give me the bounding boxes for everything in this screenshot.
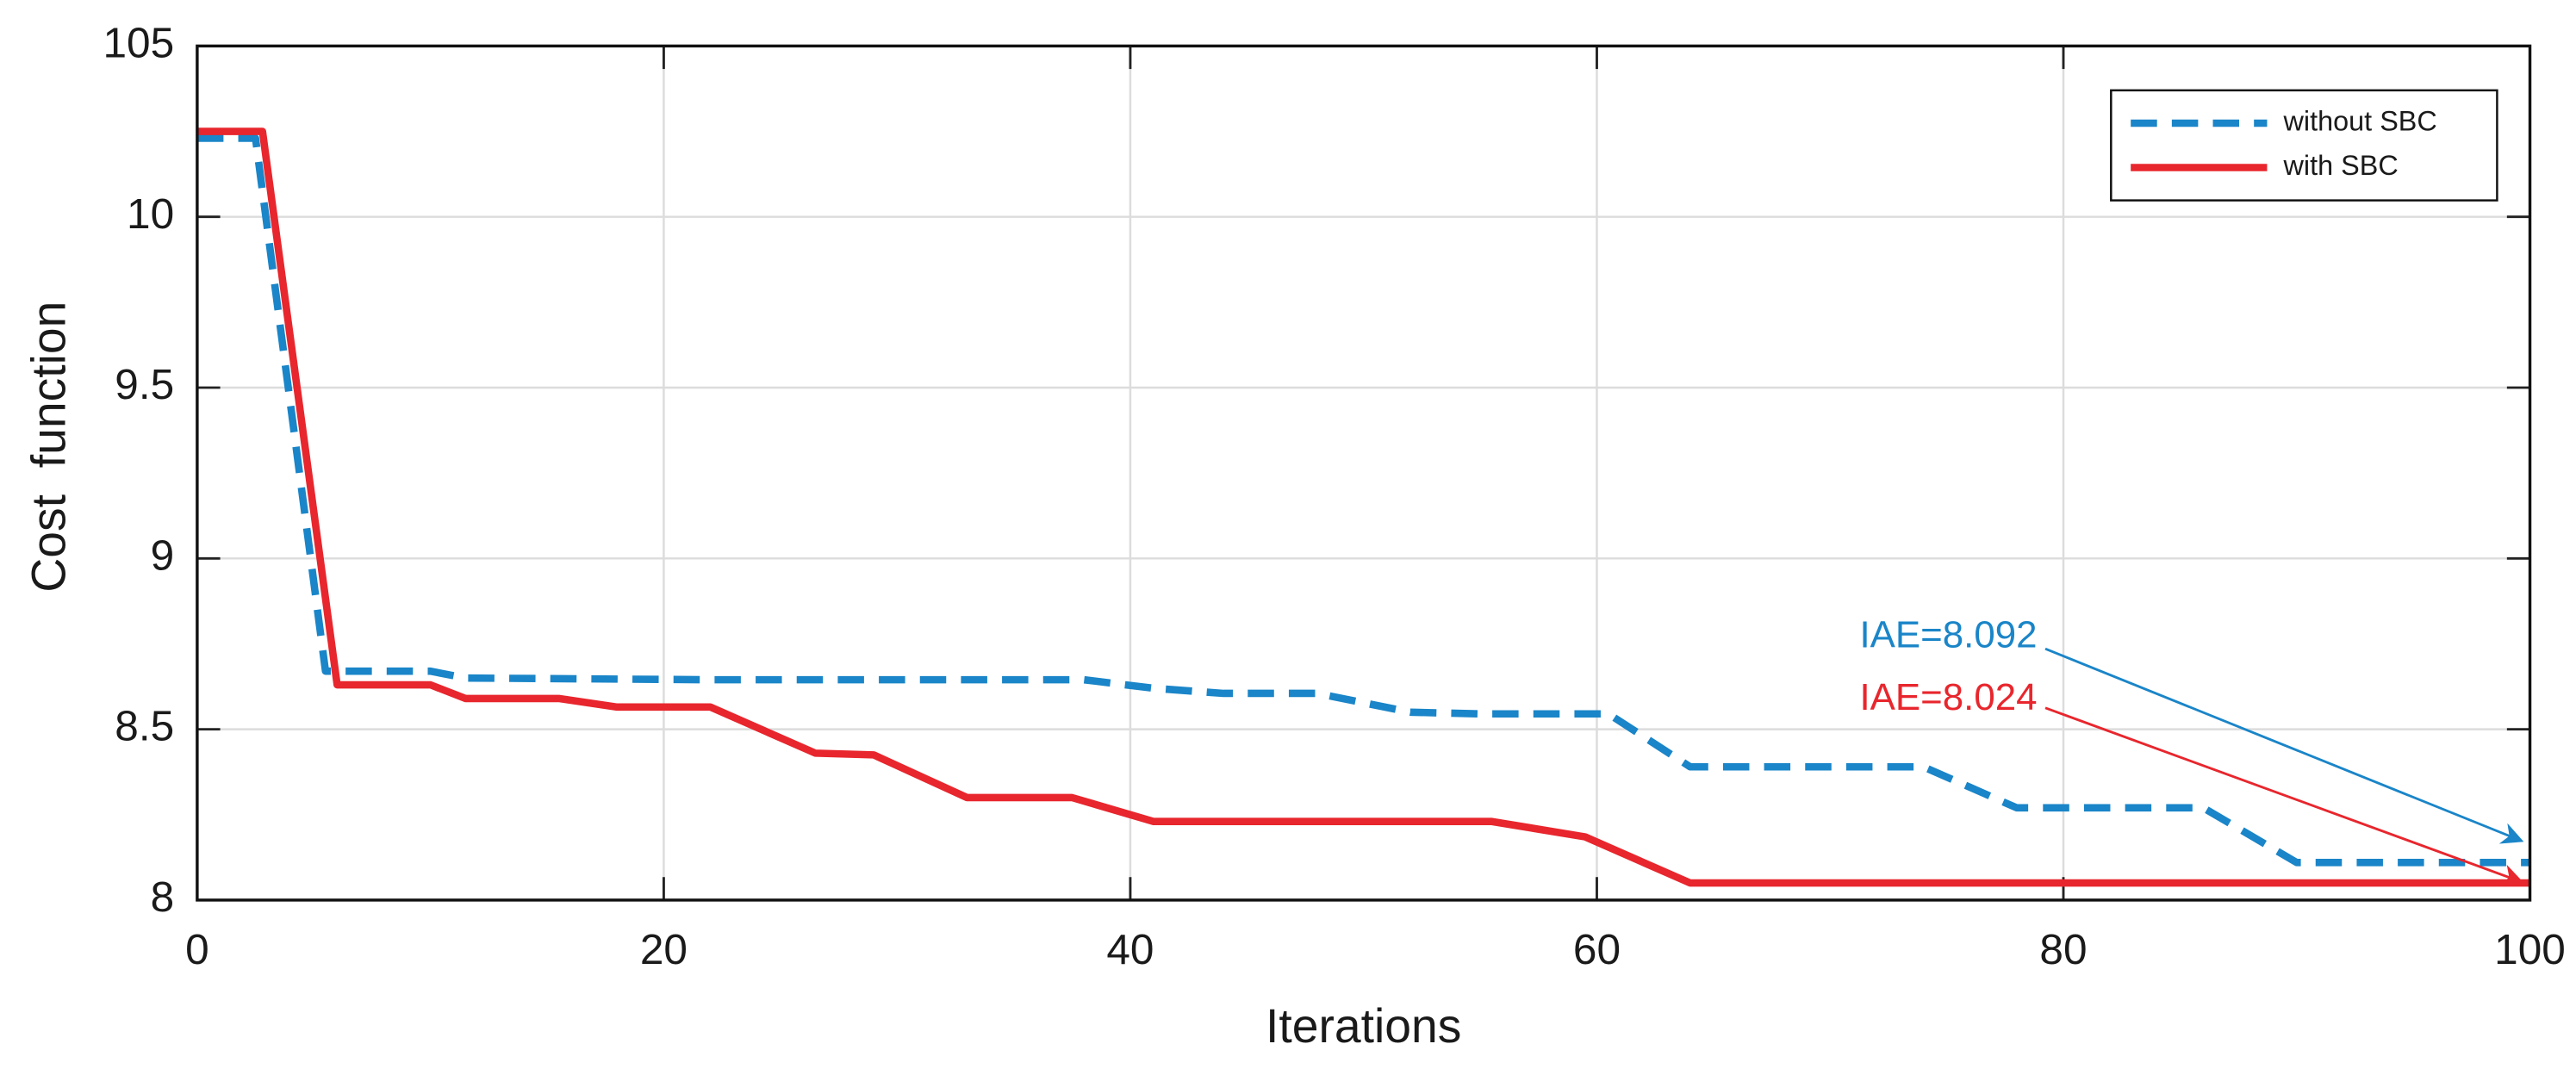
x-tick-label: 20: [640, 925, 688, 973]
x-tick-label: 80: [2039, 925, 2087, 973]
x-axis-label: Iterations: [1266, 999, 1461, 1053]
x-tick-label: 60: [1573, 925, 1621, 973]
annotation-arrow: [2044, 706, 2524, 886]
y-tick-label: 105: [103, 18, 174, 66]
y-axis-label: Cost function: [22, 301, 76, 593]
x-tick-label: 40: [1106, 925, 1154, 973]
x-tick-label: 100: [2494, 925, 2566, 973]
legend-label: with SBC: [2283, 150, 2399, 181]
y-tick-label: 8: [151, 873, 175, 921]
legend-box: [2110, 89, 2498, 202]
series-line: [196, 134, 2530, 867]
legend: without SBC with SBC: [2110, 89, 2498, 202]
series-line: [196, 127, 2530, 887]
legend-label: without SBC: [2283, 106, 2437, 137]
y-tick-label: 10: [127, 190, 174, 238]
y-tick-label: 8.5: [115, 702, 174, 750]
annotation-text: IAE=8.024: [1860, 676, 2038, 718]
y-tick-label: 9: [151, 531, 175, 579]
axes-box: [196, 44, 2532, 902]
y-tick-label: 9.5: [115, 360, 174, 408]
annotation-text: IAE=8.092: [1860, 613, 2038, 656]
annotation-arrow: [2044, 647, 2524, 844]
x-tick-label: 0: [185, 925, 209, 973]
